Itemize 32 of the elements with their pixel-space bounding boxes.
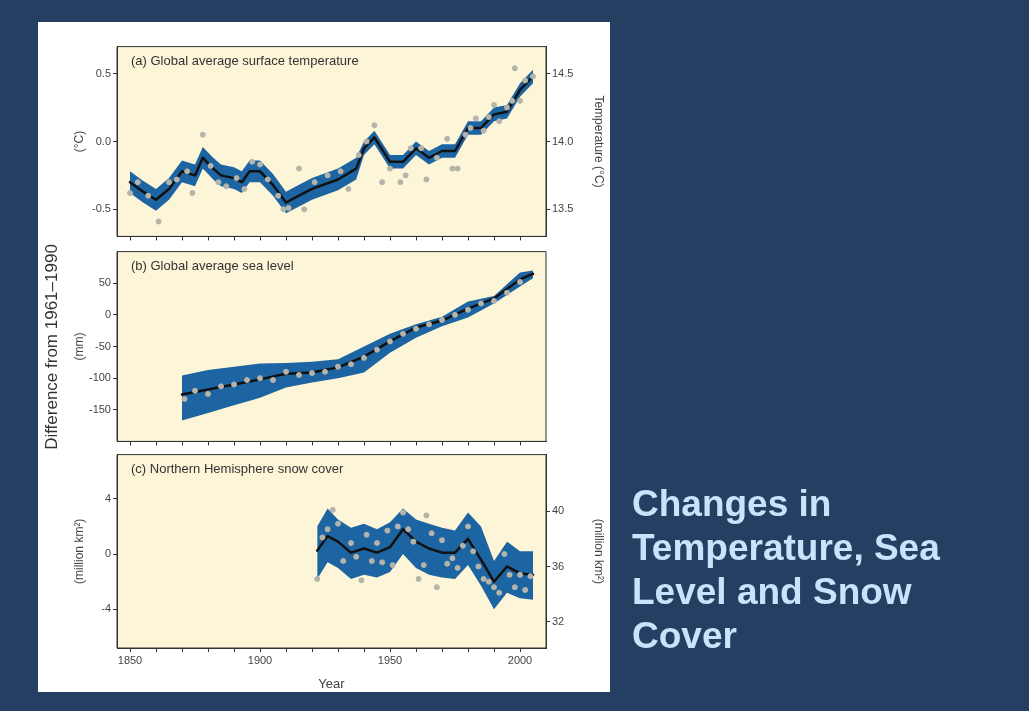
y-tick-label: 0	[104, 307, 111, 320]
y2-tick-label: 14.0	[552, 134, 574, 147]
y2-tick-label: 40	[552, 504, 565, 517]
x-tick-label: 1950	[377, 653, 403, 666]
x-tick-label: 2000	[507, 653, 533, 666]
text: Changes in Temperature, Sea Level and Snow Cover	[632, 482, 941, 658]
y2-axis-title: (million km²)	[592, 518, 607, 584]
y2-tick-label: 36	[552, 559, 565, 572]
y2-axis-title: Temperature (°C)	[592, 95, 607, 188]
y-axis-title: (million km²)	[71, 518, 86, 584]
y-tick-label: -100	[88, 371, 111, 384]
y-tick-label: 4	[104, 491, 111, 504]
text: (b) Global average sea level	[131, 257, 294, 273]
y-tick-label: 0.0	[95, 134, 111, 147]
y-tick-label: 50	[98, 276, 111, 289]
text: (c) Northern Hemisphere snow cover	[131, 460, 345, 476]
y-tick-label: -0.5	[92, 202, 111, 215]
x-axis-title: Year	[318, 675, 346, 691]
x-tick-label: 1900	[247, 653, 273, 666]
x-tick-label: 1850	[117, 653, 143, 666]
y-axis-title: (mm)	[71, 332, 86, 361]
y2-tick-label: 32	[552, 614, 565, 627]
y-tick-label: -150	[88, 402, 111, 415]
y-tick-label: -4	[101, 602, 111, 615]
y-tick-label: 0.5	[95, 66, 111, 79]
text: (a) Global average surface temperature	[131, 52, 359, 68]
y-tick-label: -50	[95, 339, 111, 352]
y-axis-title: (°C)	[71, 130, 86, 153]
y2-tick-label: 13.5	[552, 202, 574, 215]
text: Difference from 1961–1990	[42, 243, 62, 450]
y-tick-label: 0	[104, 547, 111, 560]
y2-tick-label: 14.5	[552, 66, 574, 79]
